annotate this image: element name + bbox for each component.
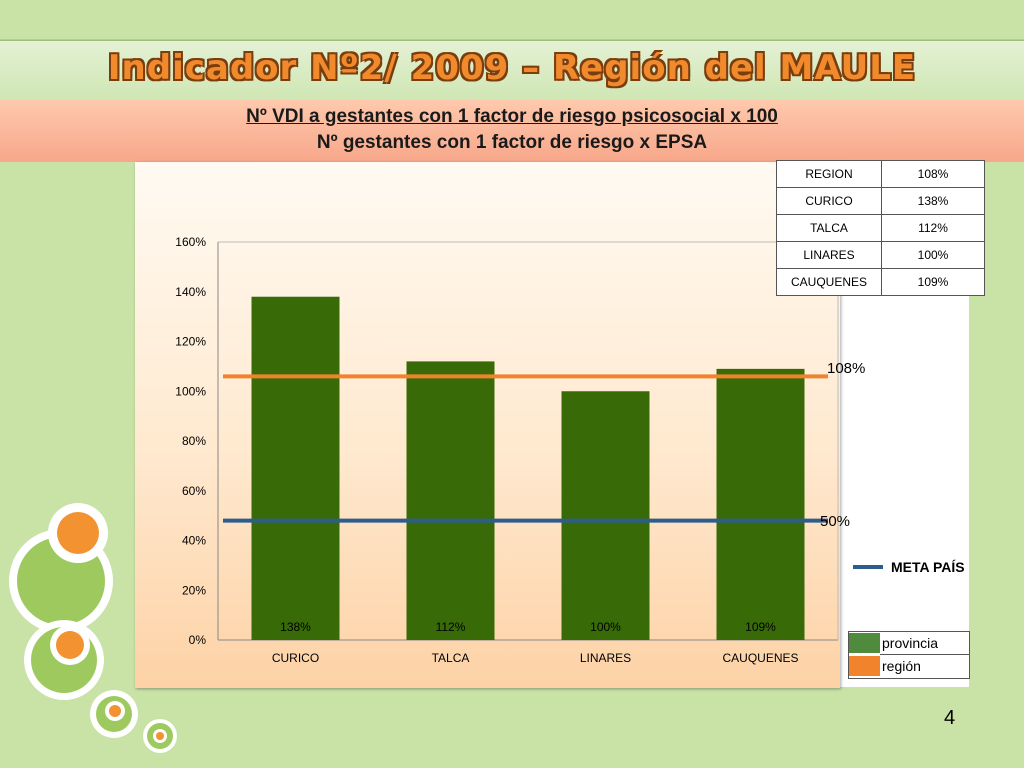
values-table: REGION 108% CURICO 138% TALCA 112% LINARES 100%…	[776, 160, 985, 296]
x-category-label: CAUQUENES	[722, 651, 798, 665]
legend-label-region: región	[882, 658, 921, 674]
table-cell-label: TALCA	[776, 214, 882, 242]
bar	[251, 296, 340, 640]
reference-line-label: 108%	[827, 360, 866, 378]
x-category-label: LINARES	[580, 651, 631, 665]
legend-item-region: región	[849, 655, 969, 677]
x-category-label: CURICO	[272, 651, 319, 665]
table-row: CURICO 138%	[776, 187, 985, 215]
y-tick-label: 140%	[175, 285, 206, 299]
table-cell-value: 100%	[881, 241, 985, 269]
formula-numerator: Nº VDI a gestantes con 1 factor de riesg…	[0, 106, 1024, 128]
table-cell-label: CAUQUENES	[776, 268, 882, 296]
table-row: REGION 108%	[776, 160, 985, 188]
slide-title: Indicador Nº2/ 2009 – Región del MAULE	[107, 48, 917, 88]
meta-pais-label: META PAÍS	[891, 559, 965, 575]
table-row: LINARES 100%	[776, 241, 985, 269]
bar	[406, 361, 495, 640]
table-row: CAUQUENES 109%	[776, 268, 985, 296]
reference-line-label: 50%	[820, 512, 851, 530]
meta-pais-line-sample	[853, 565, 883, 569]
formula-denominator: Nº gestantes con 1 factor de riesgo x EP…	[316, 132, 708, 153]
bar-chart: 0% 20% 40% 60% 80% 100% 120% 140% 160% 138% CURICO…	[175, 235, 839, 665]
chart-panel: 0% 20% 40% 60% 80% 100% 120% 140% 160% 138% CURICO…	[135, 162, 840, 688]
bar	[716, 368, 805, 640]
bar-data-label: 109%	[745, 620, 776, 634]
legend-divider	[880, 654, 969, 655]
y-tick-label: 120%	[175, 335, 206, 349]
formula-numerator-text: Nº VDI a gestantes con 1 factor de riesg…	[246, 106, 778, 127]
y-tick-label: 0%	[189, 633, 207, 647]
legend: provincia región	[848, 631, 970, 679]
y-tick-label: 20%	[182, 583, 206, 597]
title-band	[0, 40, 1024, 102]
table-cell-label: REGION	[776, 160, 882, 188]
bar-data-label: 138%	[280, 620, 311, 634]
legend-swatch-region	[849, 656, 880, 676]
y-tick-label: 100%	[175, 384, 206, 398]
table-cell-value: 108%	[881, 160, 985, 188]
y-tick-label: 40%	[182, 534, 206, 548]
y-tick-label: 80%	[182, 434, 206, 448]
bar-data-label: 112%	[436, 620, 466, 634]
table-cell-value: 109%	[881, 268, 985, 296]
table-cell-value: 138%	[881, 187, 985, 215]
formula-band	[0, 100, 1024, 162]
table-cell-value: 112%	[881, 214, 985, 242]
table-row: TALCA 112%	[776, 214, 985, 242]
legend-item-provincia: provincia	[849, 632, 969, 654]
y-tick-label: 60%	[182, 484, 206, 498]
bar	[561, 391, 650, 640]
page-number: 4	[944, 707, 956, 729]
x-category-label: TALCA	[432, 651, 470, 665]
table-cell-label: CURICO	[776, 187, 882, 215]
legend-swatch-provincia	[849, 633, 880, 653]
bar-data-label: 100%	[590, 620, 621, 634]
table-cell-label: LINARES	[776, 241, 882, 269]
legend-label-provincia: provincia	[882, 635, 939, 651]
y-tick-label: 160%	[175, 235, 206, 249]
